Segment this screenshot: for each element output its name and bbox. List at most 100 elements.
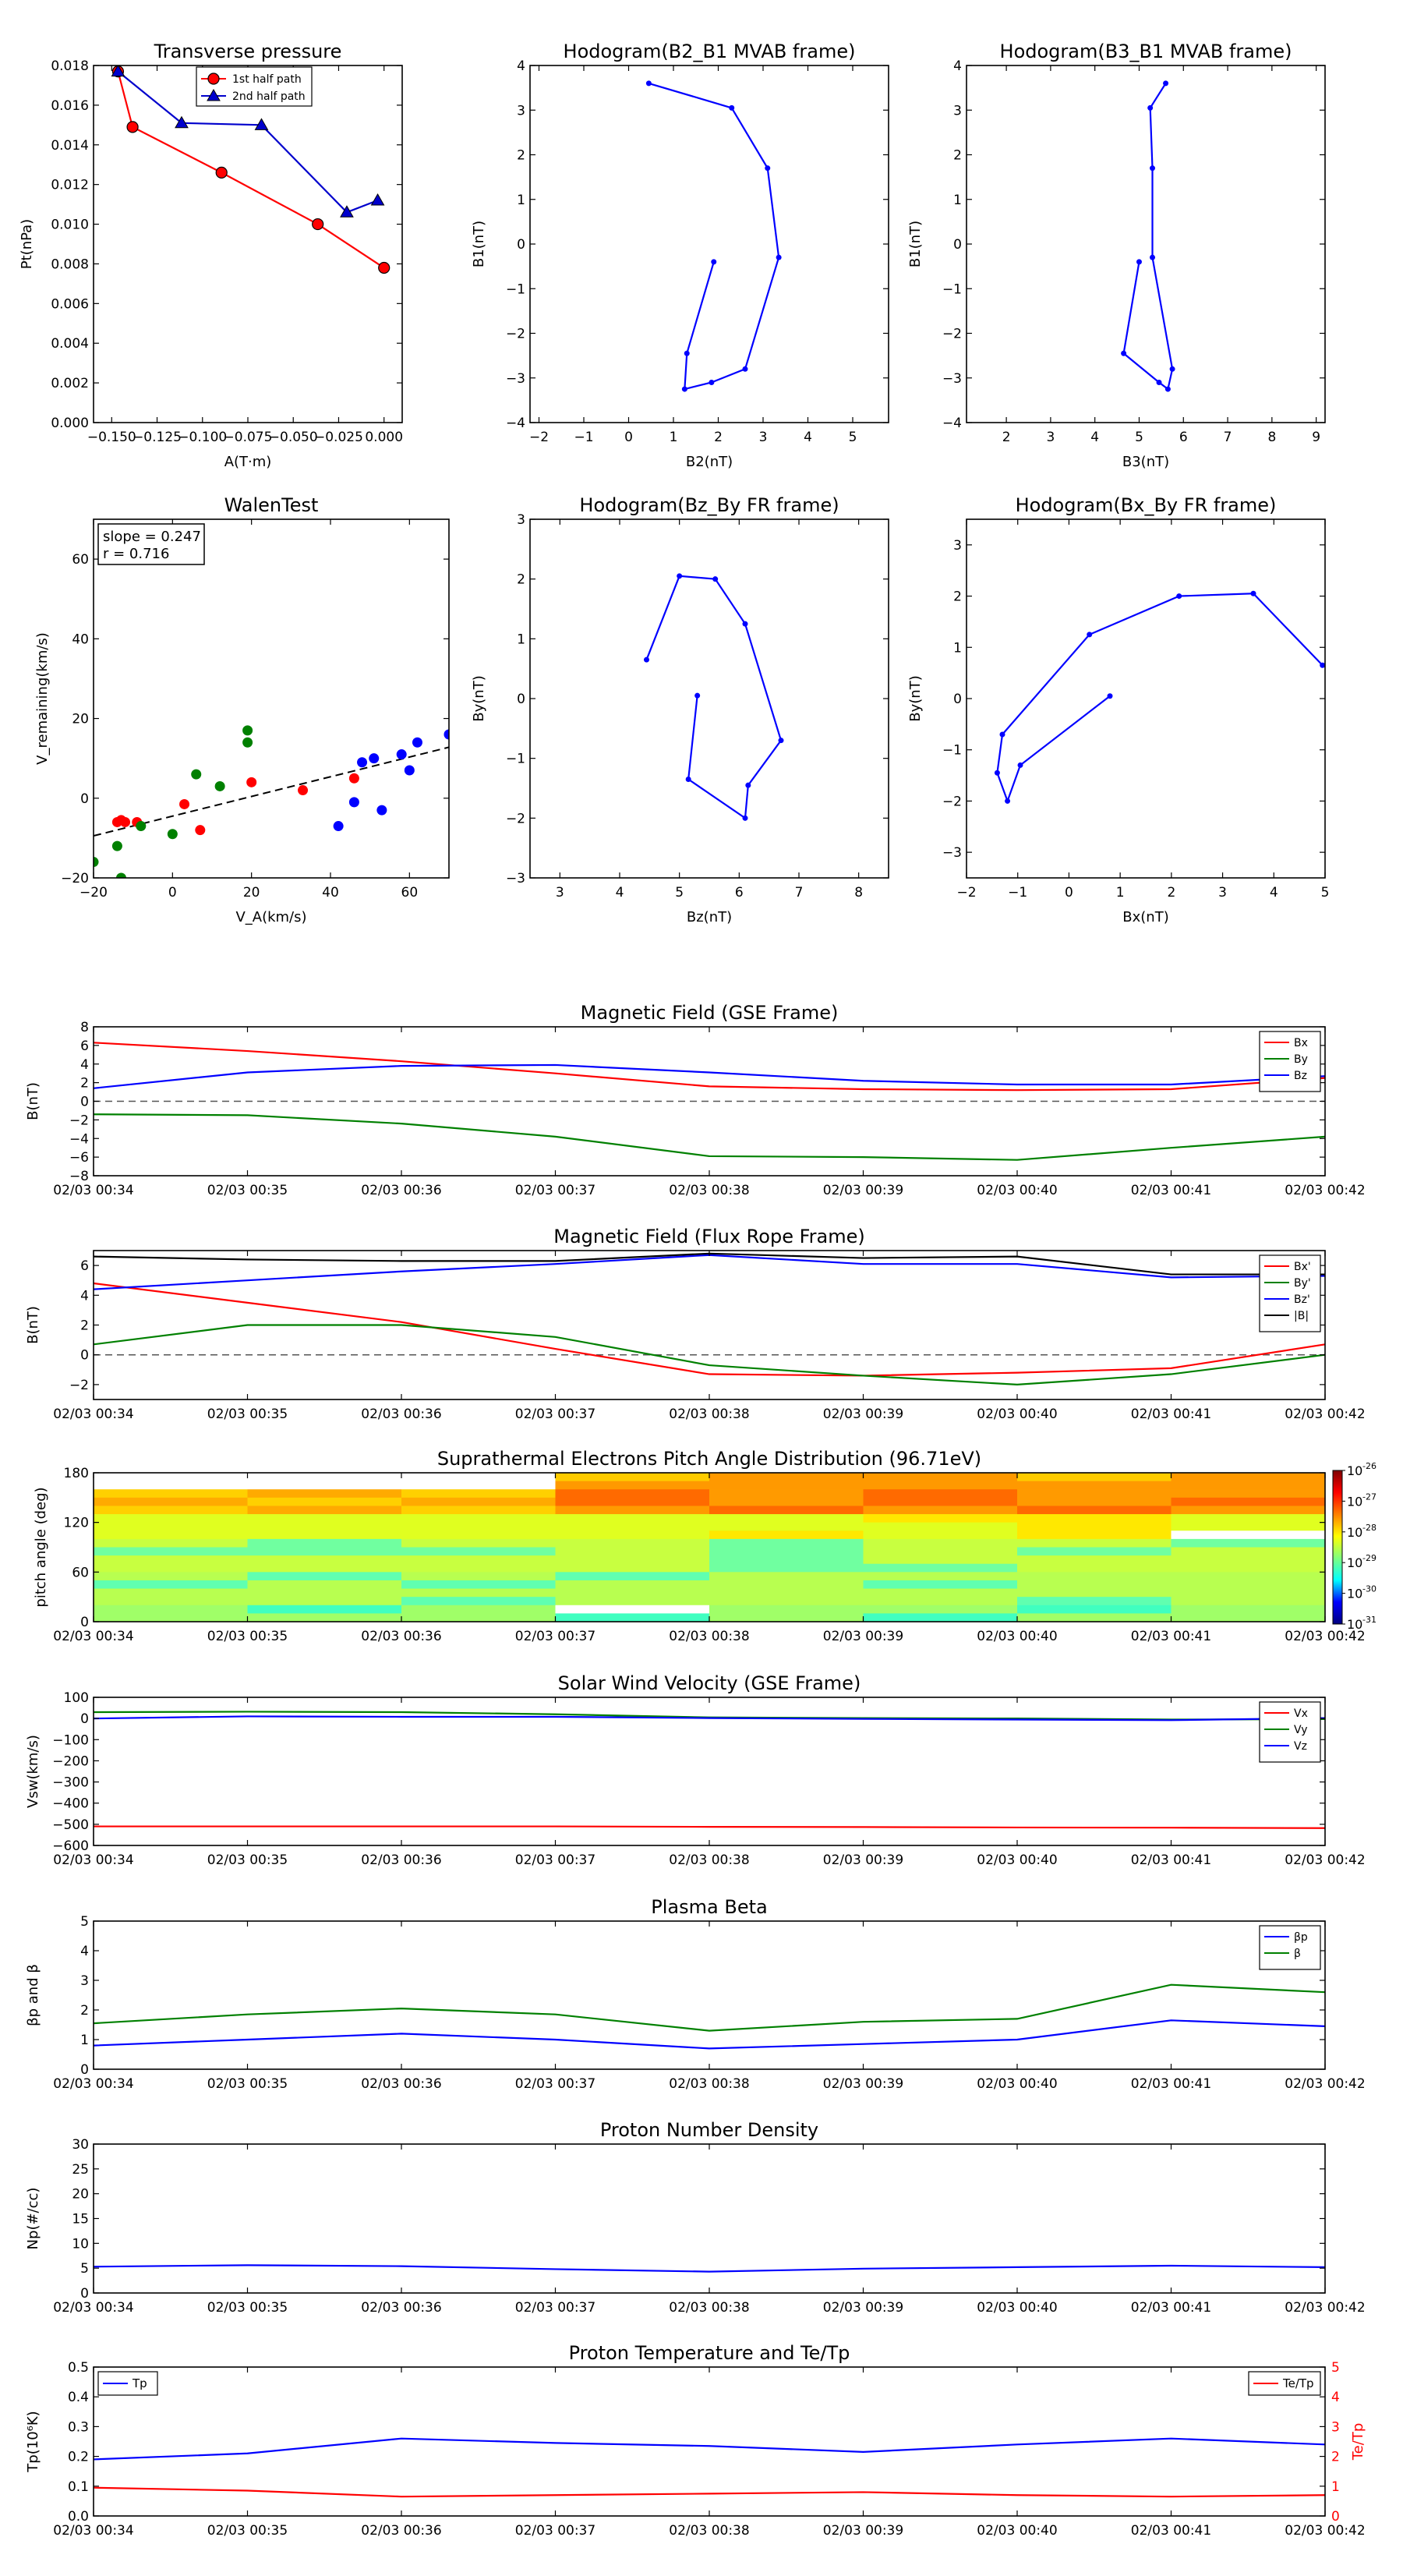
legend-right: Te/Tp — [1248, 2371, 1321, 2396]
x-tick-label: 02/03 00:40 — [977, 2076, 1057, 2092]
heatmap-cell — [401, 1530, 556, 1540]
x-tick-label: 2 — [1167, 885, 1175, 901]
y-tick-label: −2 — [506, 327, 525, 342]
heatmap-cell — [1017, 1547, 1172, 1556]
heatmap-cell — [709, 1522, 864, 1531]
y-tick-label: 0 — [517, 237, 525, 253]
x-tick-label: 6 — [1179, 430, 1188, 445]
x-tick-label: 02/03 00:42 — [1285, 2300, 1365, 2316]
data-point — [111, 65, 125, 77]
data-point — [742, 815, 748, 821]
x-tick-label: 02/03 00:42 — [1285, 2523, 1365, 2539]
heatmap-cell — [1017, 1555, 1172, 1565]
y-tick-label: 0.000 — [51, 416, 89, 431]
heatmap-cell — [401, 1555, 556, 1565]
heatmap-cell — [1017, 1588, 1172, 1598]
data-point — [1087, 632, 1093, 638]
heatmap-cell — [247, 1514, 402, 1523]
y-tick-label: 0 — [80, 1348, 89, 1364]
y-axis-label: V_remaining(km/s) — [34, 632, 51, 765]
x-tick-label: 02/03 00:35 — [207, 1183, 288, 1198]
x-tick-label: 02/03 00:38 — [669, 2523, 749, 2539]
heatmap-cell — [1017, 1563, 1172, 1573]
data-point — [1169, 366, 1175, 372]
x-tick-label: 1 — [1116, 885, 1125, 901]
heatmap-cell — [555, 1572, 710, 1581]
x-tick-label: −0.125 — [133, 430, 182, 445]
x-tick-label: 02/03 00:36 — [361, 2076, 441, 2092]
chart-title: Magnetic Field (Flux Rope Frame) — [553, 1226, 864, 1247]
y-tick-label: 3 — [517, 512, 525, 528]
colorbar-bar — [1332, 1470, 1343, 1625]
heatmap-cell — [709, 1613, 864, 1622]
legend-box — [1259, 1701, 1321, 1763]
y-axis-label: Tp(10⁶K) — [25, 2411, 41, 2472]
heatmap-cell — [1017, 1506, 1172, 1515]
heatmap-cell — [401, 1489, 556, 1499]
data-point — [1017, 762, 1023, 768]
y-tick-label: 1 — [953, 640, 962, 656]
plot-frame — [93, 2143, 1326, 2294]
heatmap-cell — [709, 1497, 864, 1506]
heatmap-cell — [709, 1563, 864, 1573]
y-tick-label: 0.004 — [51, 336, 89, 352]
x-tick-label: 02/03 00:36 — [361, 1629, 441, 1644]
chart-title: Solar Wind Velocity (GSE Frame) — [558, 1672, 861, 1694]
data-point — [1121, 350, 1127, 356]
heatmap-cell — [863, 1588, 1018, 1598]
heatmap-cell — [1171, 1613, 1326, 1622]
data-point — [742, 366, 748, 372]
y-tick-label: −1 — [506, 752, 525, 767]
heatmap-cell — [401, 1613, 556, 1622]
plot-area — [644, 573, 784, 821]
heatmap-cell — [863, 1489, 1018, 1499]
chart-title: Suprathermal Electrons Pitch Angle Distr… — [437, 1448, 981, 1470]
heatmap-cell — [94, 1514, 248, 1523]
x-axis-label: V_A(km/s) — [235, 909, 306, 925]
colorbar-label: 10 — [1347, 1587, 1362, 1601]
data-point — [709, 379, 715, 385]
heatmap-cell — [863, 1481, 1018, 1490]
heatmap-cell — [1171, 1588, 1326, 1598]
y-tick-label: −2 — [942, 794, 962, 809]
y-tick-label: 20 — [72, 2187, 89, 2203]
data-point — [644, 656, 649, 663]
y-tick-label: 0 — [953, 237, 962, 253]
heatmap-cell — [94, 1506, 248, 1515]
x-tick-label: 02/03 00:34 — [53, 1852, 133, 1868]
colorbar-label: 10 — [1347, 1555, 1362, 1570]
y-tick-label: 0.3 — [68, 2419, 89, 2435]
heatmap-cell — [555, 1613, 710, 1622]
y-tick-label: 3 — [517, 103, 525, 119]
heatmap-cell — [247, 1588, 402, 1598]
scatter-point — [348, 797, 359, 808]
series-line — [1122, 83, 1174, 391]
heatmap-cell — [1171, 1572, 1326, 1581]
y-tick-label: 1 — [517, 632, 525, 647]
x-tick-label: 02/03 00:34 — [53, 1407, 133, 1422]
heatmap-cell — [247, 1481, 402, 1490]
y-tick-label: 100 — [64, 1690, 89, 1706]
y-tick-label: 0.014 — [51, 138, 89, 154]
x-tick-label: 02/03 00:39 — [823, 1183, 903, 1198]
y-tick-label: 4 — [80, 1944, 89, 1959]
data-point — [207, 73, 220, 85]
data-point — [729, 104, 735, 111]
y-tick-label: 4 — [80, 1288, 89, 1304]
heatmap-cell — [555, 1580, 710, 1590]
heatmap-cell — [1171, 1522, 1326, 1531]
x-tick-label: 02/03 00:37 — [515, 2300, 595, 2316]
heatmap-cell — [709, 1489, 864, 1499]
series-line — [93, 1324, 1326, 1386]
heatmap-cell — [555, 1605, 710, 1614]
y-tick-label: −600 — [52, 1838, 89, 1854]
x-tick-label: 02/03 00:36 — [361, 1852, 441, 1868]
data-point — [215, 166, 228, 179]
y-tick-label: 2 — [953, 589, 962, 605]
chart-title: WalenTest — [224, 494, 319, 516]
x-tick-label: 02/03 00:40 — [977, 1183, 1057, 1198]
